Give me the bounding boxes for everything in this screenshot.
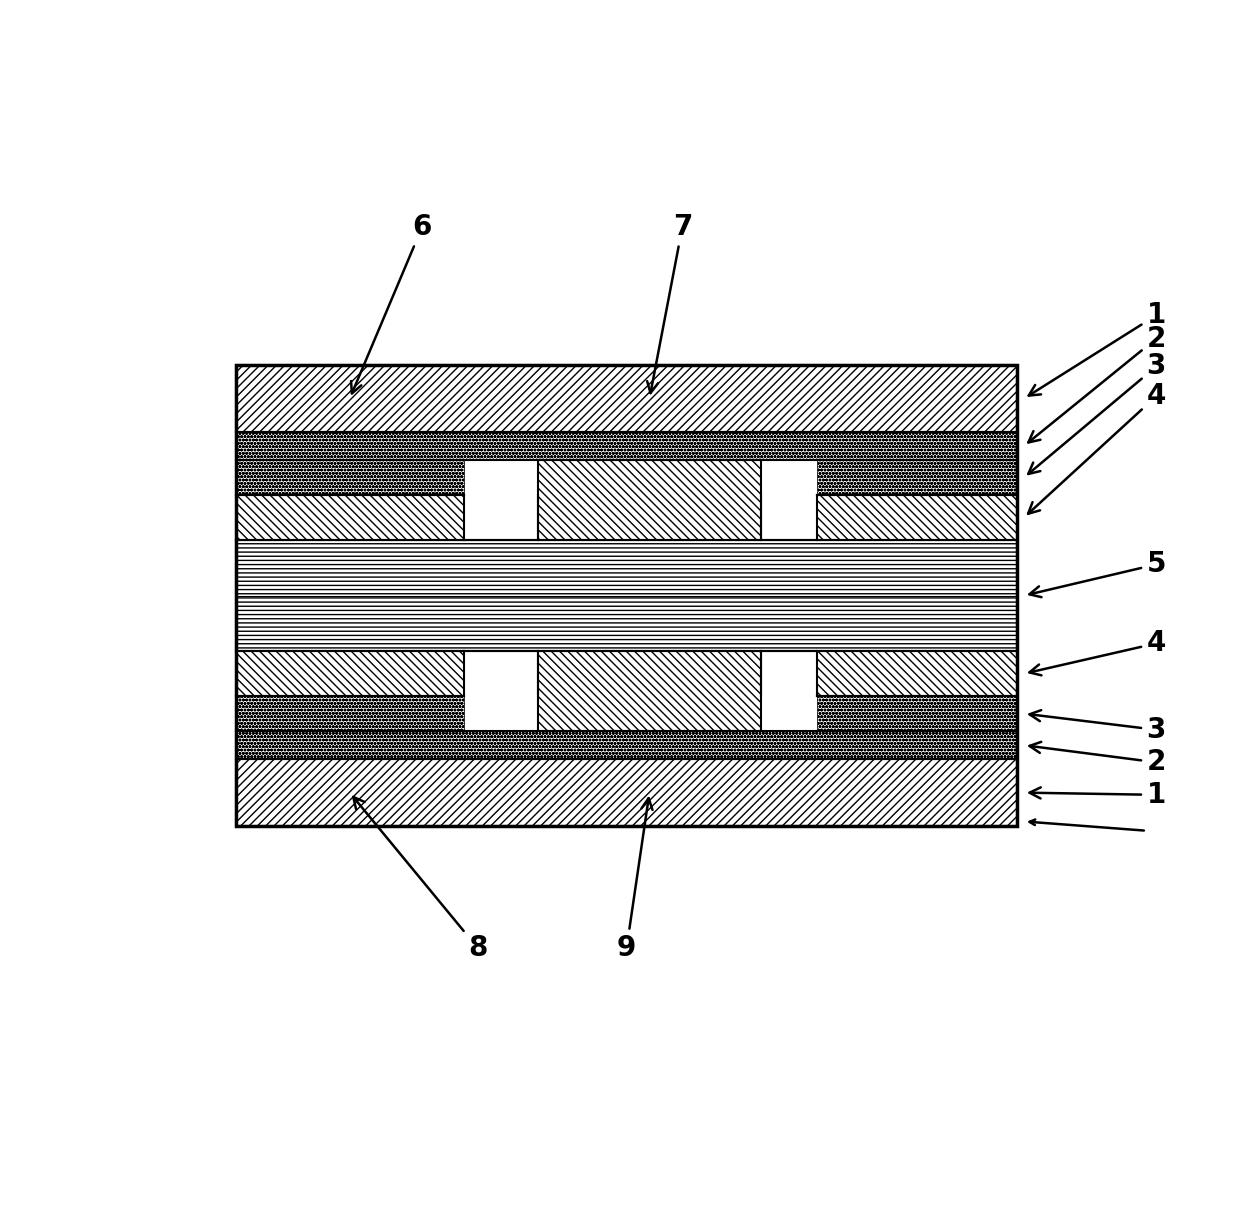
Bar: [236, 432, 1017, 460]
Bar: [464, 696, 817, 731]
Bar: [538, 652, 761, 731]
Bar: [538, 652, 761, 731]
Bar: [236, 365, 1017, 826]
Bar: [236, 365, 1017, 432]
Text: 2: 2: [1028, 325, 1166, 443]
Text: 8: 8: [353, 797, 487, 962]
Bar: [236, 365, 1017, 432]
Text: 3: 3: [1028, 352, 1166, 474]
Bar: [236, 759, 1017, 826]
Bar: [817, 696, 1017, 731]
Bar: [464, 495, 538, 540]
Bar: [538, 460, 761, 540]
Bar: [817, 696, 1017, 731]
Text: 1: 1: [1029, 302, 1166, 396]
Bar: [538, 460, 761, 540]
Bar: [817, 460, 1017, 495]
Bar: [538, 652, 761, 731]
Bar: [236, 540, 1017, 652]
Bar: [236, 460, 464, 495]
Bar: [817, 652, 1017, 696]
Bar: [236, 365, 1017, 432]
Bar: [236, 696, 464, 731]
Bar: [236, 759, 1017, 826]
Text: 6: 6: [351, 212, 432, 393]
Bar: [236, 432, 1017, 460]
Bar: [236, 731, 1017, 759]
Text: 4: 4: [1028, 383, 1166, 514]
Bar: [817, 495, 1017, 540]
Bar: [236, 731, 1017, 759]
Text: 4: 4: [1029, 629, 1166, 676]
Bar: [464, 652, 538, 696]
Bar: [817, 460, 1017, 495]
Bar: [236, 495, 464, 540]
Bar: [236, 759, 1017, 826]
Text: 3: 3: [1029, 710, 1166, 744]
Text: 2: 2: [1029, 742, 1166, 776]
Bar: [817, 652, 1017, 696]
Bar: [236, 696, 464, 731]
Bar: [236, 731, 1017, 759]
Bar: [236, 460, 464, 495]
Bar: [236, 540, 1017, 652]
Bar: [464, 460, 817, 495]
Bar: [236, 652, 464, 696]
Text: 5: 5: [1029, 550, 1166, 597]
Bar: [817, 495, 1017, 540]
Text: 1: 1: [1029, 781, 1166, 809]
Bar: [761, 652, 817, 696]
Bar: [236, 652, 464, 696]
Bar: [236, 495, 464, 540]
Text: 7: 7: [647, 212, 692, 393]
Text: 9: 9: [618, 798, 652, 962]
Bar: [761, 495, 817, 540]
Bar: [236, 432, 1017, 460]
Bar: [538, 460, 761, 540]
